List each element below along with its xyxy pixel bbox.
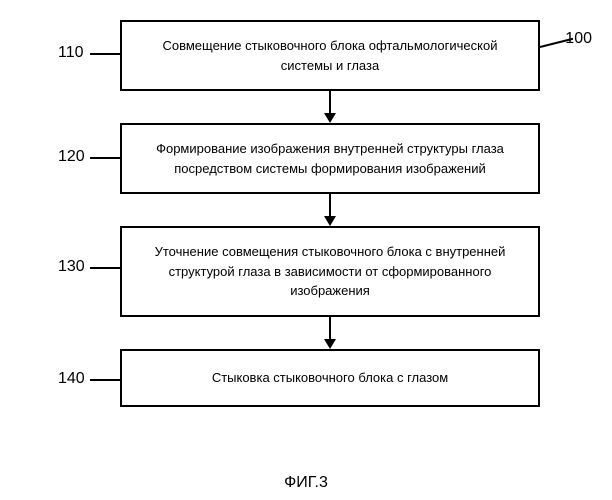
step-label-130: 130 xyxy=(58,258,85,276)
arrow-line xyxy=(329,317,331,341)
arrow-head-icon xyxy=(324,113,336,123)
arrow-2 xyxy=(329,194,331,226)
flowchart-container: Совмещение стыковочного блока офтальмоло… xyxy=(120,20,540,407)
step-box-3: Уточнение совмещения стыковочного блока … xyxy=(120,226,540,317)
arrow-line xyxy=(329,91,331,115)
arrow-3 xyxy=(329,317,331,349)
step-text-3: Уточнение совмещения стыковочного блока … xyxy=(142,242,518,301)
step-box-4: Стыковка стыковочного блока с глазом xyxy=(120,349,540,407)
leader-line xyxy=(90,53,120,55)
step-text-1: Совмещение стыковочного блока офтальмоло… xyxy=(142,36,518,75)
step-text-2: Формирование изображения внутренней стру… xyxy=(142,139,518,178)
step-box-1: Совмещение стыковочного блока офтальмоло… xyxy=(120,20,540,91)
step-text-4: Стыковка стыковочного блока с глазом xyxy=(212,368,448,388)
arrow-1 xyxy=(329,91,331,123)
arrow-head-icon xyxy=(324,339,336,349)
step-label-140: 140 xyxy=(58,370,85,388)
leader-line xyxy=(90,379,120,381)
arrow-head-icon xyxy=(324,216,336,226)
leader-line xyxy=(90,157,120,159)
figure-caption: ФИГ.3 xyxy=(284,474,328,492)
arrow-line xyxy=(329,194,331,218)
step-label-120: 120 xyxy=(58,148,85,166)
leader-line xyxy=(90,267,120,269)
step-box-2: Формирование изображения внутренней стру… xyxy=(120,123,540,194)
step-label-110: 110 xyxy=(58,44,84,62)
